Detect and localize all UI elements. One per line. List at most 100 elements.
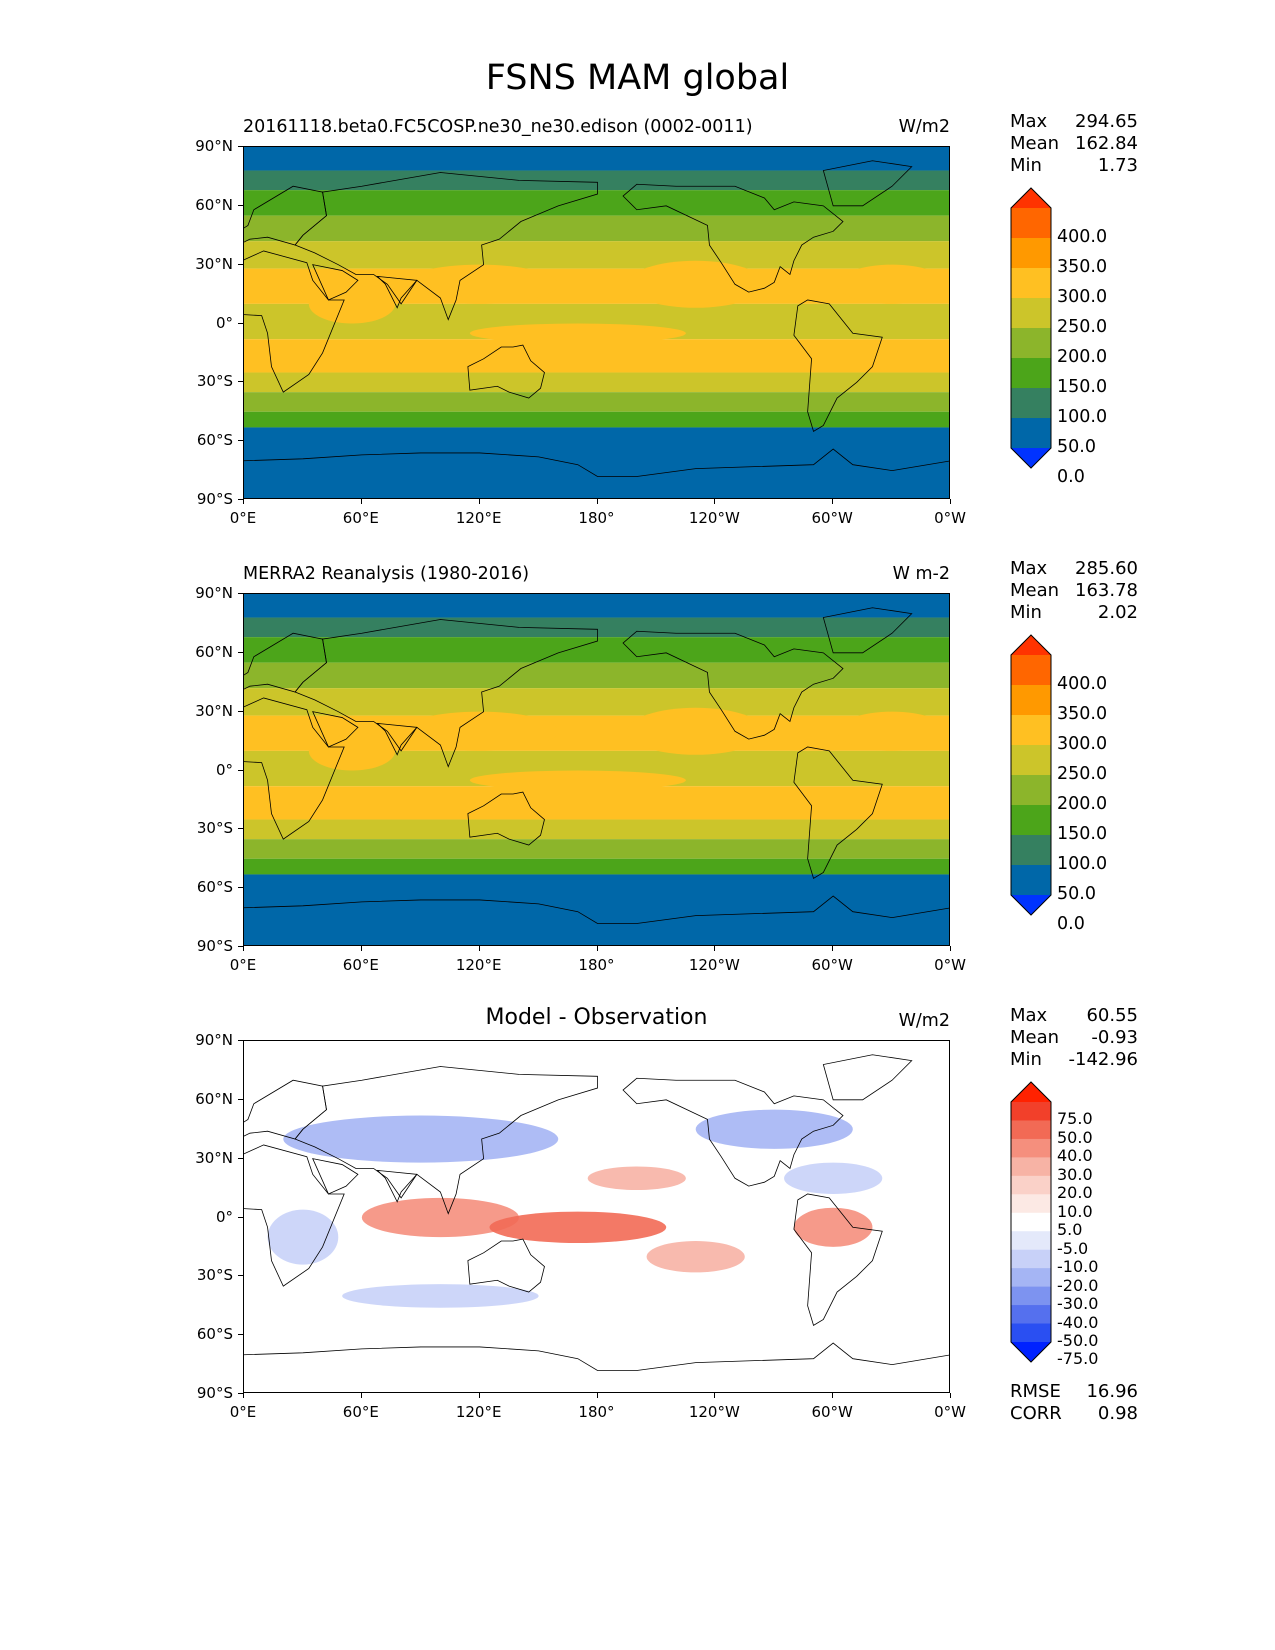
colorbar-tick-label: 150.0 xyxy=(1057,824,1108,844)
colorbar-tick-label: 10.0 xyxy=(1057,1201,1093,1221)
india-coastline xyxy=(376,1169,418,1203)
lat-tick-label: 90°N xyxy=(195,584,233,602)
lat-tick-label: 30°N xyxy=(195,701,233,720)
colorbar xyxy=(1010,1081,1052,1363)
colorbar-tick-label: 250.0 xyxy=(1057,317,1108,337)
panel-units: W/m2 xyxy=(898,1011,950,1031)
lon-tick-label: 120°E xyxy=(455,1403,502,1421)
lon-tick-label: 180° xyxy=(578,956,615,974)
lon-tick-label: 60°E xyxy=(342,509,379,527)
lat-tick xyxy=(238,887,243,889)
shading-patch xyxy=(626,707,765,755)
stat-label: Max xyxy=(1010,1005,1048,1026)
arabia-coastline xyxy=(312,264,359,301)
lat-tick-label: 90°N xyxy=(195,1031,233,1049)
zonal-band xyxy=(244,147,949,171)
colorbar-bottom-extend xyxy=(1011,1342,1051,1362)
colorbar-segment xyxy=(1011,685,1051,716)
colorbar-segment xyxy=(1011,208,1051,239)
lat-tick-label: 0° xyxy=(215,313,233,332)
colorbar-bottom-extend xyxy=(1011,895,1051,915)
figure-title: FSNS MAM global xyxy=(485,58,790,98)
map-canvas xyxy=(244,1041,949,1392)
lat-tick xyxy=(238,828,243,830)
map-frame[interactable] xyxy=(243,146,950,499)
stat-label: Max xyxy=(1010,558,1048,579)
lat-tick xyxy=(238,440,243,442)
lat-tick xyxy=(238,1216,243,1218)
lon-tick-label: 0°W xyxy=(934,509,966,527)
colorbar-segment xyxy=(1011,358,1051,389)
zonal-band xyxy=(244,392,949,412)
stat-label: Mean xyxy=(1010,580,1060,601)
lat-tick-label: 60°S xyxy=(196,431,233,450)
lat-tick-label: 0° xyxy=(215,760,233,779)
colorbar-tick-label: 0.0 xyxy=(1057,914,1085,934)
stat-value: 2.02 xyxy=(1097,602,1138,623)
stat-value: -142.96 xyxy=(1068,1049,1138,1070)
zonal-band xyxy=(244,339,949,373)
lon-tick-label: 60°E xyxy=(342,956,379,974)
colorbar-segment xyxy=(1011,1157,1051,1177)
colorbar-tick-label: 350.0 xyxy=(1057,257,1108,277)
arabia-coastline xyxy=(312,711,359,748)
south-america-coastline xyxy=(793,1193,883,1326)
lon-tick xyxy=(243,499,244,504)
map-canvas xyxy=(244,594,949,945)
stat-value: 163.78 xyxy=(1075,580,1138,601)
lon-tick xyxy=(243,946,244,951)
colorbar-segment xyxy=(1011,388,1051,419)
lat-tick xyxy=(238,499,243,500)
zonal-band xyxy=(244,617,949,638)
stat-label: Mean xyxy=(1010,1027,1060,1048)
colorbar-tick-label: -5.0 xyxy=(1057,1238,1089,1258)
map-frame[interactable] xyxy=(243,593,950,946)
colorbar-tick-label: 0.0 xyxy=(1057,467,1085,487)
lat-tick-label: 90°S xyxy=(196,1384,233,1402)
colorbar-tick-label: 20.0 xyxy=(1057,1183,1093,1203)
lon-tick xyxy=(478,499,480,504)
anomaly-patch xyxy=(361,1197,519,1238)
asia-coastline xyxy=(294,619,598,768)
anomaly-patch xyxy=(646,1241,745,1273)
stat-value: 162.84 xyxy=(1075,133,1138,154)
colorbar-segment xyxy=(1011,1231,1051,1251)
colorbar-segment xyxy=(1011,268,1051,299)
africa-coastline xyxy=(244,697,345,840)
panel-title: MERRA2 Reanalysis (1980-2016) xyxy=(243,564,530,584)
shading-patch xyxy=(401,264,559,304)
lon-tick-label: 0°W xyxy=(934,1403,966,1421)
map-frame[interactable] xyxy=(243,1040,950,1393)
lon-tick-label: 120°E xyxy=(455,956,502,974)
zonal-band xyxy=(244,411,949,428)
colorbar-segment xyxy=(1011,1286,1051,1306)
lon-tick xyxy=(596,946,598,951)
lon-tick-label: 120°W xyxy=(688,1403,740,1421)
lat-tick xyxy=(238,263,243,265)
lon-tick-label: 0°E xyxy=(229,509,257,527)
colorbar-tick-label: 200.0 xyxy=(1057,794,1108,814)
lat-tick xyxy=(238,146,243,147)
colorbar-tick-label: -20.0 xyxy=(1057,1275,1099,1295)
lat-tick-label: 60°N xyxy=(195,642,233,661)
greenland-coastline xyxy=(822,1054,913,1101)
lat-tick-label: 60°N xyxy=(195,1089,233,1108)
lon-tick xyxy=(243,1393,244,1398)
colorbar-outline xyxy=(1010,634,1052,916)
stats-block: Max 294.65 Mean 162.84 Min 1.73 xyxy=(1010,111,1138,177)
error-stats-block: RMSE 16.96 CORR 0.98 xyxy=(1010,1381,1138,1425)
lon-tick xyxy=(714,946,716,951)
stat-label: Min xyxy=(1010,1049,1042,1070)
colorbar-tick-label: 300.0 xyxy=(1057,734,1108,754)
zonal-band xyxy=(244,594,949,618)
colorbar-segment xyxy=(1011,1102,1051,1121)
antarctica-coastline xyxy=(244,448,949,477)
arabia-coastline xyxy=(312,1158,359,1195)
stat-row: Mean 162.84 xyxy=(1010,133,1138,155)
stat-row: Min -142.96 xyxy=(1010,1049,1138,1071)
stats-block: Max 285.60 Mean 163.78 Min 2.02 xyxy=(1010,558,1138,624)
zonal-band xyxy=(244,241,949,269)
lon-tick xyxy=(950,946,951,951)
zonal-band xyxy=(244,688,949,716)
panel-title: 20161118.beta0.FC5COSP.ne30_ne30.edison … xyxy=(243,117,753,137)
